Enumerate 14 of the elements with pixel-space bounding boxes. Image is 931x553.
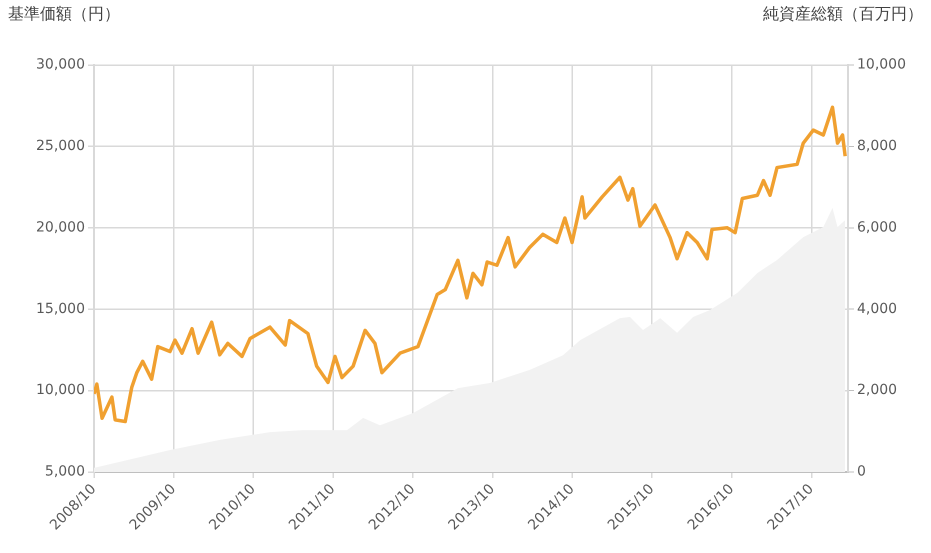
y2-tick-label: 2,000 xyxy=(857,382,898,398)
y-tick-label: 10,000 xyxy=(36,382,85,398)
y2-axis-title: 純資産総額（百万円） xyxy=(763,4,923,25)
y-tick-label: 30,000 xyxy=(36,56,85,73)
y2-tick-label: 6,000 xyxy=(857,219,898,236)
y-axis-title: 基準価額（円） xyxy=(8,4,120,25)
y-tick-label: 25,000 xyxy=(36,138,85,154)
y2-tick-label: 4,000 xyxy=(857,300,898,317)
y-tick-label: 15,000 xyxy=(36,300,85,317)
y2-tick-label: 0 xyxy=(857,464,866,480)
y2-tick-label: 10,000 xyxy=(857,56,906,73)
y-tick-label: 20,000 xyxy=(36,219,85,236)
y-tick-label: 5,000 xyxy=(44,464,85,480)
y2-tick-label: 8,000 xyxy=(857,138,898,154)
